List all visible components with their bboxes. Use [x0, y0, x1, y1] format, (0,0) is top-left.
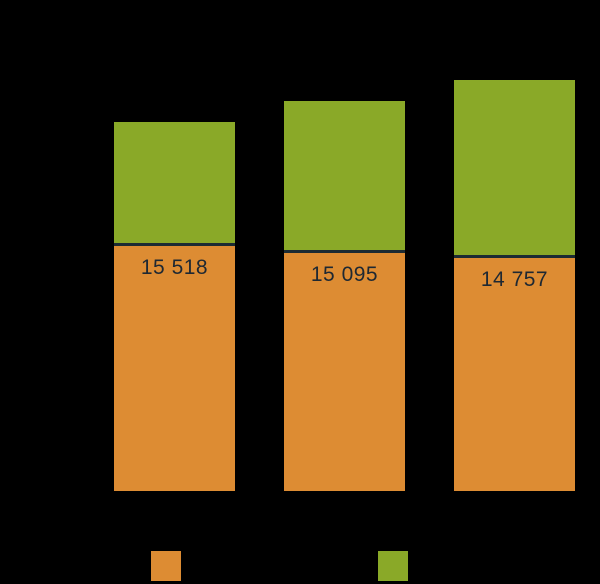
- bar-segment-green: [114, 122, 235, 243]
- bar-divider: [284, 250, 405, 253]
- bar-divider: [454, 255, 575, 258]
- chart-legend: [0, 551, 600, 581]
- bar-segment-orange: [454, 258, 575, 491]
- legend-item-orange: [151, 551, 191, 581]
- orange-swatch-icon: [151, 551, 181, 581]
- bar-divider: [114, 243, 235, 246]
- green-swatch-icon: [378, 551, 408, 581]
- bar-segment-orange: [114, 246, 235, 491]
- bar-value-label: 14 757: [480, 268, 549, 291]
- bar-segment-orange: [284, 253, 405, 491]
- bar-segment-green: [454, 80, 575, 255]
- legend-item-green: [378, 551, 418, 581]
- bar-value-label: 15 095: [310, 263, 379, 286]
- bar-value-label: 15 518: [140, 256, 209, 279]
- bar-segment-green: [284, 101, 405, 250]
